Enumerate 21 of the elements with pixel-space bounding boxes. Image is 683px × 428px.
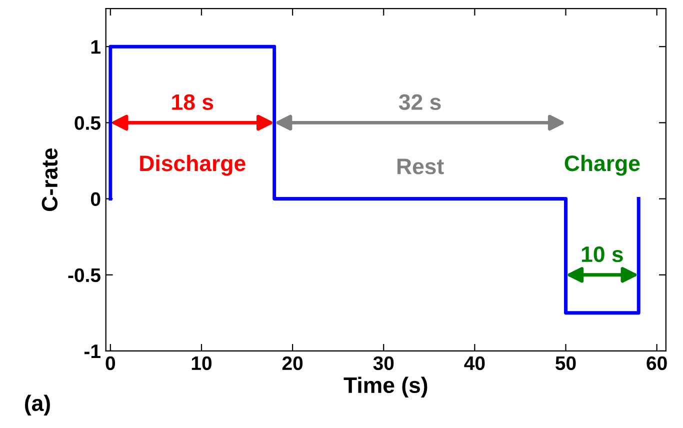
annotation: 32 s bbox=[398, 94, 441, 110]
x-tick-label: 60 bbox=[646, 356, 667, 370]
x-tick-label: 50 bbox=[556, 356, 576, 370]
y-tick-label: -1 bbox=[84, 344, 100, 358]
x-tick-label: 30 bbox=[373, 356, 394, 370]
annotation: Rest bbox=[397, 158, 444, 174]
x-tick-label: 0 bbox=[106, 356, 116, 370]
x-tick-label: 40 bbox=[464, 356, 485, 370]
x-tick-label: 10 bbox=[192, 356, 212, 370]
y-tick-label: 1 bbox=[91, 40, 100, 54]
annotation: 18 s bbox=[172, 94, 214, 110]
y-tick-label: -0.5 bbox=[68, 268, 100, 282]
text: (a) bbox=[25, 394, 50, 416]
annotation: 10 s bbox=[582, 246, 623, 262]
y-tick-label: 0.5 bbox=[74, 116, 100, 130]
annotation: Discharge bbox=[140, 154, 246, 176]
annotation: Charge bbox=[564, 154, 640, 176]
x-tick-label: 20 bbox=[282, 356, 303, 370]
x-axis-title: Time (s) bbox=[344, 376, 428, 398]
y-tick-label: 0 bbox=[90, 192, 100, 206]
y-axis-title: C-rate bbox=[42, 148, 58, 211]
